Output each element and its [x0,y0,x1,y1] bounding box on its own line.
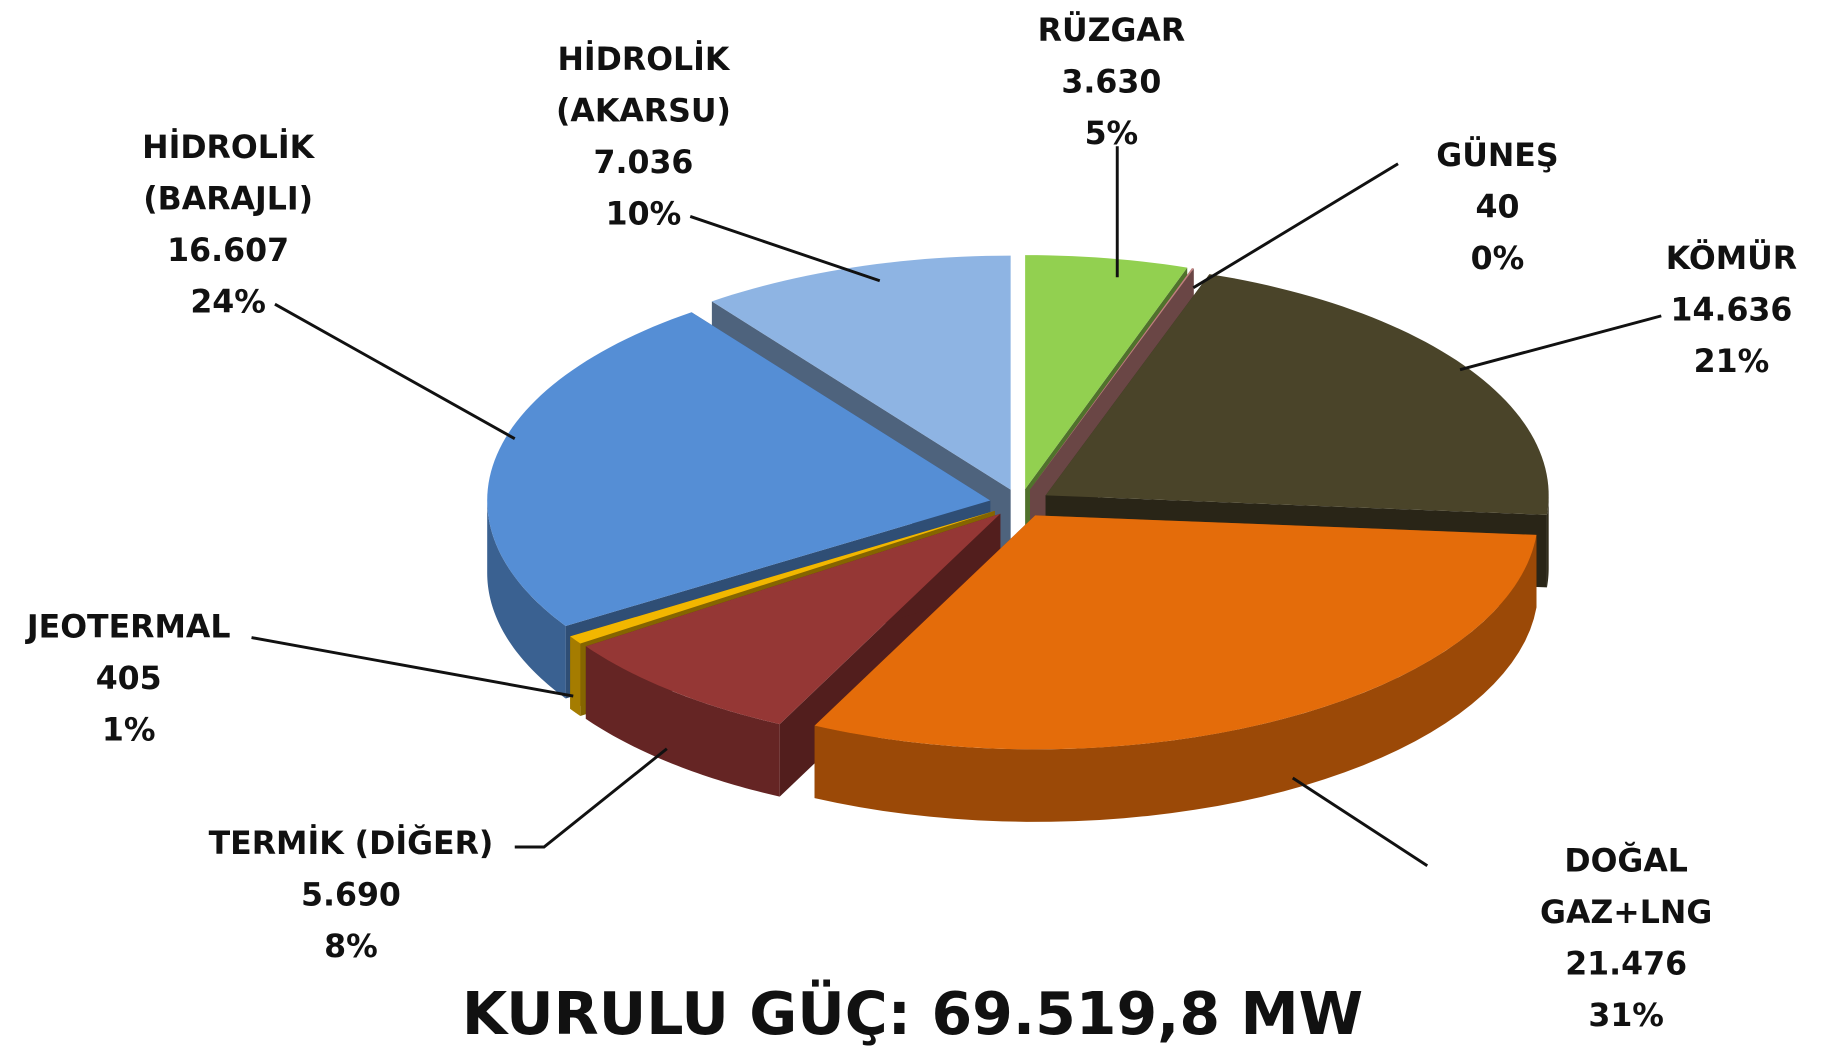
data-label: DOĞAL GAZ+LNG 21.476 31% [1527,836,1726,1042]
data-label: KÖMÜR 14.636 21% [1666,234,1797,388]
slice [814,515,1537,750]
label-value: 14.636 [1670,292,1793,329]
label-percent: 10% [605,196,682,233]
data-label: TERMİK (DİĞER) 5.690 8% [209,819,494,973]
slice [814,515,1537,822]
label-percent: 21% [1693,343,1770,381]
leader-line [1459,314,1662,372]
slice-side [585,646,780,797]
label-category: JEOTERMAL [26,609,231,646]
label-percent: 5% [1084,115,1139,153]
label-value: 40 [1475,189,1520,226]
slice [711,255,1011,490]
label-value: 405 [95,660,162,698]
slice [585,513,1001,725]
label-value: 16.607 [167,232,290,270]
label-value: 3.630 [1061,64,1162,101]
data-label: HİDROLİK (AKARSU) 7.036 10% [556,35,731,241]
label-category: TERMİK (DİĞER) [208,825,494,863]
label-category: DOĞAL GAZ+LNG [1540,843,1713,932]
label-category: HİDROLİK (BARAJLI) [142,129,315,218]
slice [1025,255,1188,490]
leader-line [689,215,881,283]
chart-title: KURULU GÜÇ: 69.519,8 MW [461,980,1364,1048]
leader-line [1291,776,1429,867]
leader-line [514,747,668,849]
data-label: RÜZGAR 3.630 5% [1038,6,1186,160]
slice [1045,274,1549,515]
label-category: KÖMÜR [1665,240,1798,278]
slice-side [814,534,1537,822]
label-category: RÜZGAR [1037,12,1186,50]
label-value: 7.036 [593,145,694,182]
label-percent: 1% [101,712,156,749]
slice-side [487,500,566,699]
data-label: JEOTERMAL 405 1% [27,602,231,756]
slice [487,312,991,626]
data-label: HİDROLİK (BARAJLI) 16.607 24% [142,123,314,329]
slice-side [570,636,581,717]
slice-side [1546,495,1549,588]
leader-line [1192,162,1399,290]
label-percent: 31% [1588,997,1664,1035]
label-category: HİDROLİK (AKARSU) [555,42,731,130]
leader-line [274,302,516,440]
label-percent: 0% [1470,240,1525,278]
label-category: GÜNEŞ [1436,138,1559,175]
label-percent: 24% [190,284,266,321]
leader-line [251,636,574,698]
slice [1030,268,1194,490]
label-percent: 8% [324,928,378,966]
label-value: 21.476 [1565,946,1688,983]
data-label: GÜNEŞ 40 0% [1436,131,1558,285]
slice [570,510,995,644]
label-value: 5.690 [301,877,401,914]
